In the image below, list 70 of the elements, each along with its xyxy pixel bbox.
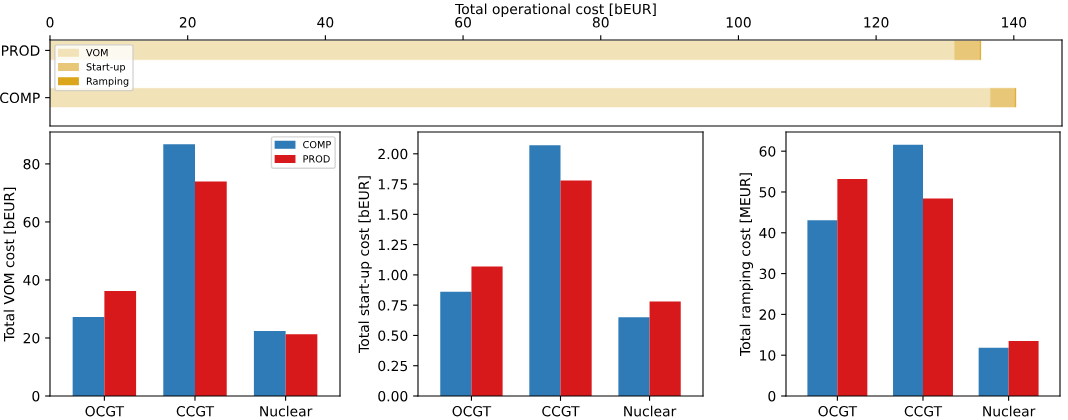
y-tick-label: 20 xyxy=(759,309,776,320)
bar xyxy=(163,144,195,396)
y-tick-label: 0.25 xyxy=(378,360,408,372)
x-tick-label: 140 xyxy=(1002,17,1027,28)
bar xyxy=(923,198,953,396)
x-tick-label: Nuclear xyxy=(624,405,677,417)
bar xyxy=(529,145,561,396)
y-tick-label: 0.75 xyxy=(378,300,408,311)
bar xyxy=(560,180,592,396)
x-tick-label: 80 xyxy=(592,17,609,28)
y-tick-label: PROD xyxy=(1,45,40,56)
bar xyxy=(618,317,650,396)
y-tick-label: COMP xyxy=(0,92,40,104)
x-tick-label: 40 xyxy=(317,17,334,28)
x-tick-label: 120 xyxy=(864,17,889,28)
bar xyxy=(195,181,227,396)
bar xyxy=(837,178,868,396)
y-tick-label: 10 xyxy=(760,350,776,361)
bar xyxy=(807,220,838,396)
x-tick-label: CCGT xyxy=(904,405,943,417)
legend-label: COMP xyxy=(303,140,331,149)
y-axis-title: Total VOM cost [bEUR] xyxy=(3,187,16,342)
bar xyxy=(893,144,923,396)
bar xyxy=(990,87,1016,108)
legend-label: Ramping xyxy=(86,77,129,87)
y-tick-label: 1.75 xyxy=(378,179,408,190)
y-tick-label: 40 xyxy=(759,227,776,239)
bar xyxy=(253,331,286,396)
y-tick-label: 0 xyxy=(32,390,40,402)
x-tick-label: 0 xyxy=(46,17,54,28)
y-axis-title: Total ramping cost [MEUR] xyxy=(739,173,754,357)
bar xyxy=(440,291,472,396)
x-axis-title: Total operational cost [bEUR] xyxy=(455,3,656,17)
y-tick-label: 0.00 xyxy=(378,390,408,402)
y-axis-title: Total start-up cost [bEUR] xyxy=(358,176,372,353)
y-tick-label: 0 xyxy=(768,390,776,402)
x-tick-label: 20 xyxy=(179,17,196,28)
legend-label: Start-up xyxy=(86,63,126,73)
y-tick-label: 40 xyxy=(23,274,40,286)
bar xyxy=(285,334,318,396)
bar xyxy=(104,290,137,396)
x-tick-label: Nuclear xyxy=(260,405,313,417)
bar xyxy=(649,301,681,396)
bar xyxy=(1008,340,1039,396)
x-tick-label: 100 xyxy=(726,17,751,28)
x-tick-label: Nuclear xyxy=(983,405,1036,417)
y-tick-label: 2.00 xyxy=(378,148,408,160)
y-tick-label: 60 xyxy=(23,216,40,228)
bar xyxy=(471,266,503,396)
y-tick-label: 30 xyxy=(759,268,776,280)
y-tick-label: 1.25 xyxy=(378,239,408,251)
bar xyxy=(978,347,1009,396)
x-tick-label: OCGT xyxy=(452,405,492,417)
y-tick-label: 0.50 xyxy=(378,330,408,341)
legend-label: PROD xyxy=(303,155,330,163)
bar xyxy=(954,40,981,61)
legend-label: VOM xyxy=(86,48,108,57)
y-tick-label: 1.00 xyxy=(378,269,408,281)
x-tick-label: CCGT xyxy=(176,405,215,417)
x-tick-label: OCGT xyxy=(85,405,125,417)
y-tick-label: 80 xyxy=(23,158,40,170)
bar xyxy=(72,317,105,396)
y-tick-label: 1.50 xyxy=(378,209,408,220)
x-tick-label: OCGT xyxy=(818,405,858,417)
bar xyxy=(50,87,991,108)
y-tick-label: 20 xyxy=(23,332,40,344)
x-tick-label: 60 xyxy=(455,17,471,28)
y-tick-label: 60 xyxy=(759,146,776,157)
y-tick-label: 50 xyxy=(759,186,776,198)
x-tick-label: CCGT xyxy=(542,405,580,417)
